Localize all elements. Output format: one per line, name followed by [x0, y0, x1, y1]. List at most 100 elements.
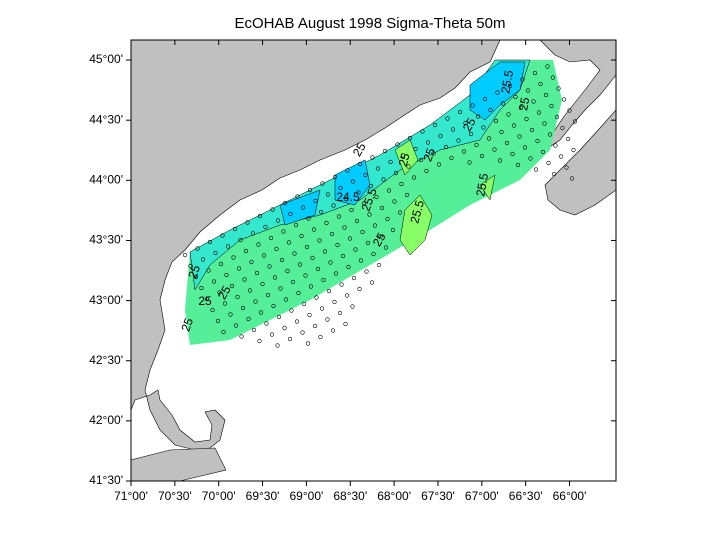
station — [365, 240, 371, 246]
station — [270, 207, 275, 212]
station — [535, 138, 540, 144]
station — [388, 159, 393, 165]
station — [332, 174, 338, 180]
station — [561, 97, 567, 102]
station — [418, 157, 424, 163]
station — [345, 168, 350, 173]
station — [211, 279, 217, 284]
contour-label: 24.5 — [336, 190, 360, 204]
station — [382, 148, 388, 154]
station — [220, 233, 225, 238]
station — [261, 253, 267, 258]
contour-label: 25 — [350, 140, 369, 159]
station — [263, 224, 268, 230]
station — [257, 213, 263, 219]
station — [258, 310, 264, 315]
station — [195, 246, 200, 251]
station — [413, 146, 418, 152]
station — [371, 251, 376, 257]
station — [510, 151, 515, 157]
station — [499, 129, 504, 135]
station — [375, 166, 381, 171]
x-tick-label: 69°00' — [290, 489, 324, 503]
contour-label: 25 — [215, 283, 234, 302]
station — [558, 154, 564, 159]
station — [565, 136, 571, 142]
station — [343, 321, 348, 327]
station — [254, 270, 260, 276]
station — [312, 323, 318, 329]
station — [224, 272, 229, 278]
station — [571, 147, 576, 153]
station — [540, 149, 546, 155]
station — [308, 284, 314, 289]
station — [331, 203, 336, 208]
x-tick-label: 69°30' — [246, 489, 280, 503]
station — [393, 170, 399, 176]
station — [400, 153, 406, 158]
station — [379, 205, 385, 211]
station — [289, 308, 294, 313]
station — [515, 162, 521, 168]
station — [188, 263, 193, 269]
station — [257, 338, 262, 344]
x-tick-label: 68°00' — [377, 489, 411, 503]
station — [370, 155, 375, 160]
station — [522, 145, 528, 150]
station — [239, 334, 244, 339]
station — [551, 171, 557, 177]
station — [328, 260, 333, 265]
station — [518, 105, 524, 111]
station — [206, 268, 211, 273]
station — [497, 158, 503, 163]
station — [315, 266, 321, 272]
station — [269, 332, 275, 337]
station — [271, 303, 276, 309]
contour-label: 25 — [370, 230, 389, 249]
station — [290, 279, 296, 285]
station — [231, 255, 236, 260]
station — [538, 81, 543, 87]
station — [295, 194, 300, 199]
station — [443, 144, 449, 150]
station — [547, 132, 553, 137]
station — [326, 288, 332, 294]
station — [470, 103, 475, 108]
station — [546, 160, 551, 166]
station — [357, 286, 362, 292]
station — [286, 240, 292, 245]
station — [314, 295, 319, 300]
contour-label: 25 — [178, 316, 196, 334]
station — [287, 336, 293, 342]
land-new-england — [130, 39, 501, 481]
station — [250, 231, 256, 236]
station — [481, 125, 486, 130]
station — [249, 259, 254, 265]
station — [569, 176, 575, 181]
station — [264, 321, 269, 326]
station — [468, 131, 474, 137]
station — [313, 198, 318, 204]
station — [436, 162, 442, 167]
station — [318, 209, 324, 215]
station — [303, 273, 308, 278]
station — [445, 116, 450, 121]
station — [325, 317, 330, 322]
x-tick-label: 71°00' — [114, 489, 148, 503]
station — [358, 258, 364, 263]
station — [346, 264, 351, 270]
station — [425, 140, 431, 145]
station — [200, 257, 206, 262]
station — [350, 304, 355, 309]
station — [274, 246, 279, 252]
station — [532, 70, 538, 76]
station — [372, 223, 378, 228]
contour-label: 25 — [460, 115, 479, 134]
station — [321, 277, 326, 283]
station — [310, 255, 315, 261]
station — [376, 262, 382, 268]
station — [256, 242, 261, 247]
station — [511, 123, 517, 128]
